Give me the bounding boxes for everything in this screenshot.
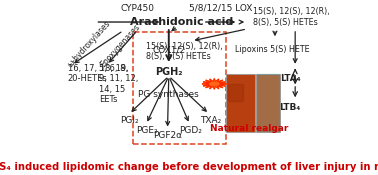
Text: Natural realgar: Natural realgar bbox=[211, 124, 289, 133]
Text: PGH₂: PGH₂ bbox=[155, 67, 183, 77]
Text: Epoxygenases: Epoxygenases bbox=[99, 22, 142, 69]
Text: ω-hydroxylases: ω-hydroxylases bbox=[66, 18, 112, 69]
Bar bbox=[133, 32, 226, 144]
Text: 15(S), 12(S), 12(R),
8(S), 5(S) HETEs: 15(S), 12(S), 12(R), 8(S), 5(S) HETEs bbox=[146, 41, 223, 61]
Text: 15(S), 12(S), 12(R),
8(S), 5(S) HETEs: 15(S), 12(S), 12(R), 8(S), 5(S) HETEs bbox=[254, 7, 330, 27]
Text: PGE₂: PGE₂ bbox=[136, 126, 158, 135]
Text: 16, 17, 18, 19,
20-HETEs: 16, 17, 18, 19, 20-HETEs bbox=[68, 64, 129, 83]
Text: CYP450: CYP450 bbox=[120, 4, 154, 13]
Text: Arachidonic acid: Arachidonic acid bbox=[130, 17, 233, 27]
Text: PGI₂: PGI₂ bbox=[120, 116, 139, 125]
Bar bbox=[256, 74, 280, 132]
Text: COX1/2: COX1/2 bbox=[152, 45, 185, 54]
Text: 5/8/12/15 LOX: 5/8/12/15 LOX bbox=[189, 4, 252, 13]
Text: LTA₄: LTA₄ bbox=[280, 74, 301, 83]
Text: 5, 6, 8,
9, 11, 12,
14, 15
EETs: 5, 6, 8, 9, 11, 12, 14, 15 EETs bbox=[99, 64, 139, 104]
Polygon shape bbox=[202, 79, 226, 89]
Text: PG synthases: PG synthases bbox=[138, 90, 199, 99]
Text: TXA₂: TXA₂ bbox=[200, 116, 221, 125]
Text: PGD₂: PGD₂ bbox=[179, 126, 202, 135]
Text: LTB₄: LTB₄ bbox=[279, 103, 301, 113]
Bar bbox=[226, 74, 255, 132]
Text: Lipoxins 5(S) HETE: Lipoxins 5(S) HETE bbox=[235, 45, 310, 54]
Text: PGF2α: PGF2α bbox=[153, 131, 182, 140]
Text: As₄S₄ induced lipidomic change before development of liver injury in rats: As₄S₄ induced lipidomic change before de… bbox=[0, 162, 378, 172]
